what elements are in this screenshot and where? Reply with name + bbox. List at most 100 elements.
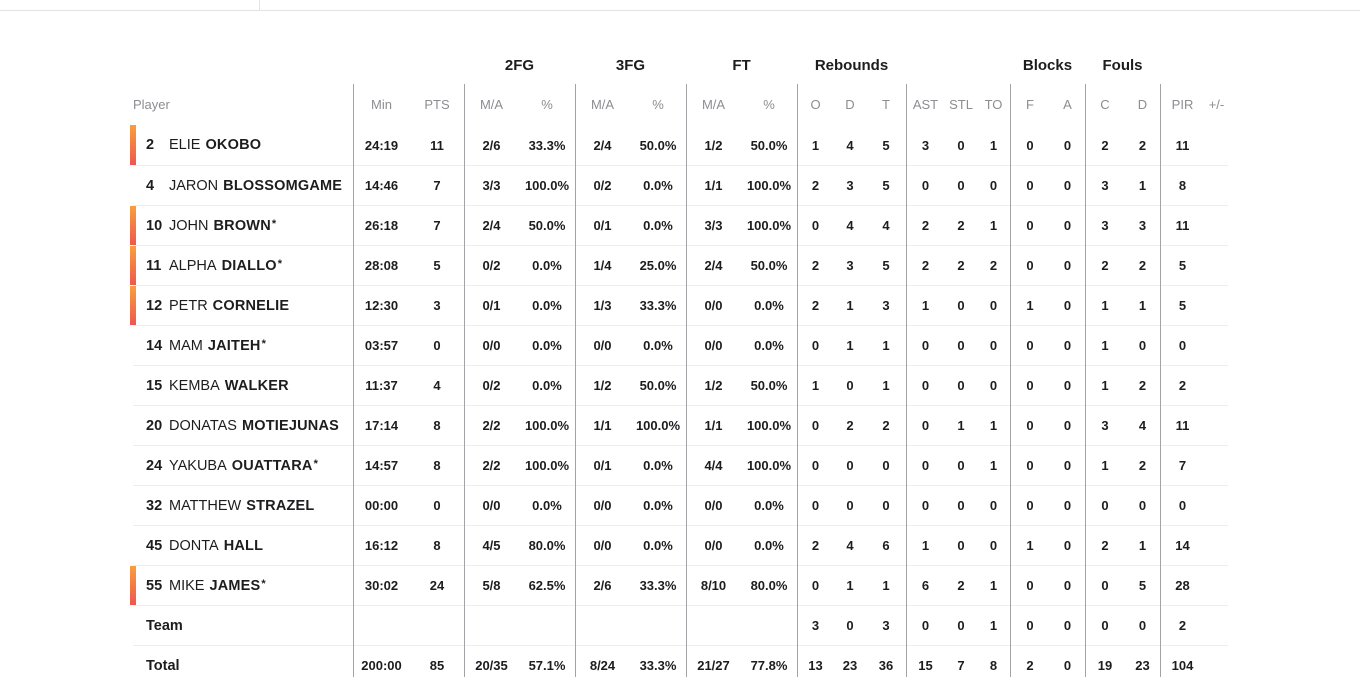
stat-foul_c: 0 [1101, 578, 1109, 593]
stat-fg3_ma: 1/4 [593, 258, 612, 273]
stat-ft_ma: 3/3 [704, 218, 723, 233]
stat-pts: 11 [430, 137, 444, 153]
stat-ft_pct: 100.0% [746, 418, 792, 433]
stat-stl: 0 [957, 458, 965, 473]
stat-reb_o: 0 [811, 458, 820, 473]
group-fouls: Fouls [1102, 56, 1143, 74]
stat-blk_a: 0 [1063, 258, 1072, 273]
stat-pts: 24 [429, 578, 445, 593]
stat-fg3_ma: 1/3 [593, 298, 612, 313]
table-row: 11 ALPHA DIALLO * 28:08 5 0/2 0.0% 1/4 25.0% 2/4 50… [130, 245, 1228, 285]
stat-fg3_ma: 8/24 [589, 658, 616, 673]
player-last-name: STRAZEL [246, 497, 315, 514]
stat-pts: 85 [429, 658, 445, 673]
stat-ft_ma: 4/4 [704, 458, 723, 473]
stat-reb_o: 2 [811, 298, 820, 313]
stat-pir: 28 [1175, 578, 1190, 593]
stat-foul_d: 5 [1138, 578, 1147, 593]
stat-pts: 0 [433, 338, 441, 353]
stat-pts: 7 [433, 178, 441, 193]
stat-foul_d: 1 [1138, 298, 1147, 313]
stat-reb_d: 0 [846, 618, 854, 633]
stat-foul_d: 3 [1138, 218, 1147, 233]
stat-ft_pct: 77.8% [750, 658, 788, 673]
stat-blk_f: 0 [1026, 378, 1034, 393]
col-to: TO [984, 97, 1003, 112]
starter-mark: * [261, 337, 266, 350]
table-row: 10 JOHN BROWN * 26:18 7 2/4 50.0% 0/1 0.0% 3/3 100.… [130, 205, 1228, 245]
col-ft-ma: M/A [701, 97, 726, 112]
stat-reb_d: 4 [846, 218, 854, 233]
player-first-name: PETR [169, 297, 208, 314]
stat-blk_f: 0 [1026, 578, 1034, 593]
stat-foul_c: 1 [1101, 458, 1109, 473]
stat-fg2_ma: 3/3 [482, 178, 501, 193]
stat-reb_t: 5 [882, 137, 890, 153]
player-cell: 10 JOHN BROWN * [133, 218, 353, 234]
total-label: Total [146, 657, 180, 674]
stat-reb_d: 1 [846, 578, 854, 593]
stat-ast: 2 [921, 258, 930, 273]
stat-stl: 0 [957, 538, 965, 553]
stat-pts: 0 [433, 498, 441, 513]
player-last-name: CORNELIE [212, 297, 290, 314]
box-score-table: 2FG 3FG FT Rebounds Blocks Fouls Player … [130, 46, 1228, 677]
stat-ft_pct: 80.0% [750, 578, 788, 593]
player-last-name: BLOSSOMGAME [223, 177, 343, 194]
stat-reb_o: 0 [811, 418, 820, 433]
stat-reb_o: 1 [811, 137, 820, 153]
stat-ft_ma: 0/0 [704, 298, 723, 313]
player-first-name: KEMBA [169, 377, 220, 394]
stat-fg2_ma: 2/2 [482, 458, 501, 473]
stat-fg2_pct: 0.0% [532, 258, 562, 273]
col-min: Min [371, 97, 392, 112]
on-court-indicator [130, 566, 136, 605]
stat-to: 0 [989, 178, 998, 193]
stat-to: 0 [989, 378, 998, 393]
stat-blk_f: 0 [1026, 338, 1034, 353]
stat-ast: 15 [918, 658, 933, 673]
stat-min: 24:19 [364, 137, 399, 153]
stat-ft_ma: 21/27 [697, 658, 730, 673]
stat-blk_f: 1 [1026, 298, 1034, 313]
col-plus-minus: +/- [1208, 97, 1225, 112]
stat-blk_a: 0 [1063, 218, 1072, 233]
stat-blk_f: 0 [1026, 218, 1034, 233]
stat-blk_f: 0 [1026, 618, 1034, 633]
player-cell: 45 DONTA HALL [133, 538, 353, 554]
table-row: 14 MAM JAITEH * 03:57 0 0/0 0.0% 0/0 0.0% 0/0 0.0% 0… [133, 325, 1228, 365]
player-cell: 20 DONATAS MOTIEJUNAS [133, 418, 353, 434]
stat-pir: 104 [1171, 658, 1194, 673]
stat-min: 12:30 [364, 298, 399, 313]
stat-fg3_ma: 0/1 [593, 218, 612, 233]
starter-mark: * [277, 257, 283, 270]
stat-reb_d: 1 [846, 338, 854, 353]
stat-reb_d: 0 [846, 378, 854, 393]
stat-ast: 0 [921, 178, 930, 193]
stat-pir: 2 [1178, 378, 1187, 393]
stat-blk_a: 0 [1063, 298, 1072, 313]
player-cell: 12 PETR CORNELIE [133, 298, 353, 314]
stat-stl: 0 [957, 178, 965, 193]
on-court-indicator [130, 246, 136, 285]
jersey-number: 45 [146, 537, 163, 554]
stat-reb_o: 13 [808, 658, 823, 673]
stat-stl: 0 [957, 618, 965, 633]
stat-foul_d: 0 [1138, 618, 1147, 633]
stat-blk_a: 0 [1063, 458, 1072, 473]
stat-min: 17:14 [364, 418, 399, 433]
stat-fg3_pct: 0.0% [643, 458, 673, 473]
jersey-number: 2 [146, 137, 155, 153]
stat-pir: 14 [1175, 538, 1190, 553]
stat-ast: 0 [921, 498, 930, 513]
col-stl: STL [949, 97, 973, 112]
col-3fg-ma: M/A [590, 97, 615, 112]
stat-fg2_pct: 57.1% [528, 658, 566, 673]
stat-fg3_pct: 50.0% [639, 378, 677, 393]
stat-fg3_ma: 2/4 [593, 137, 612, 153]
stat-reb_t: 5 [882, 178, 890, 193]
stat-foul_c: 19 [1097, 658, 1113, 673]
stat-fg3_ma: 0/2 [593, 178, 612, 193]
column-divider [906, 84, 907, 677]
